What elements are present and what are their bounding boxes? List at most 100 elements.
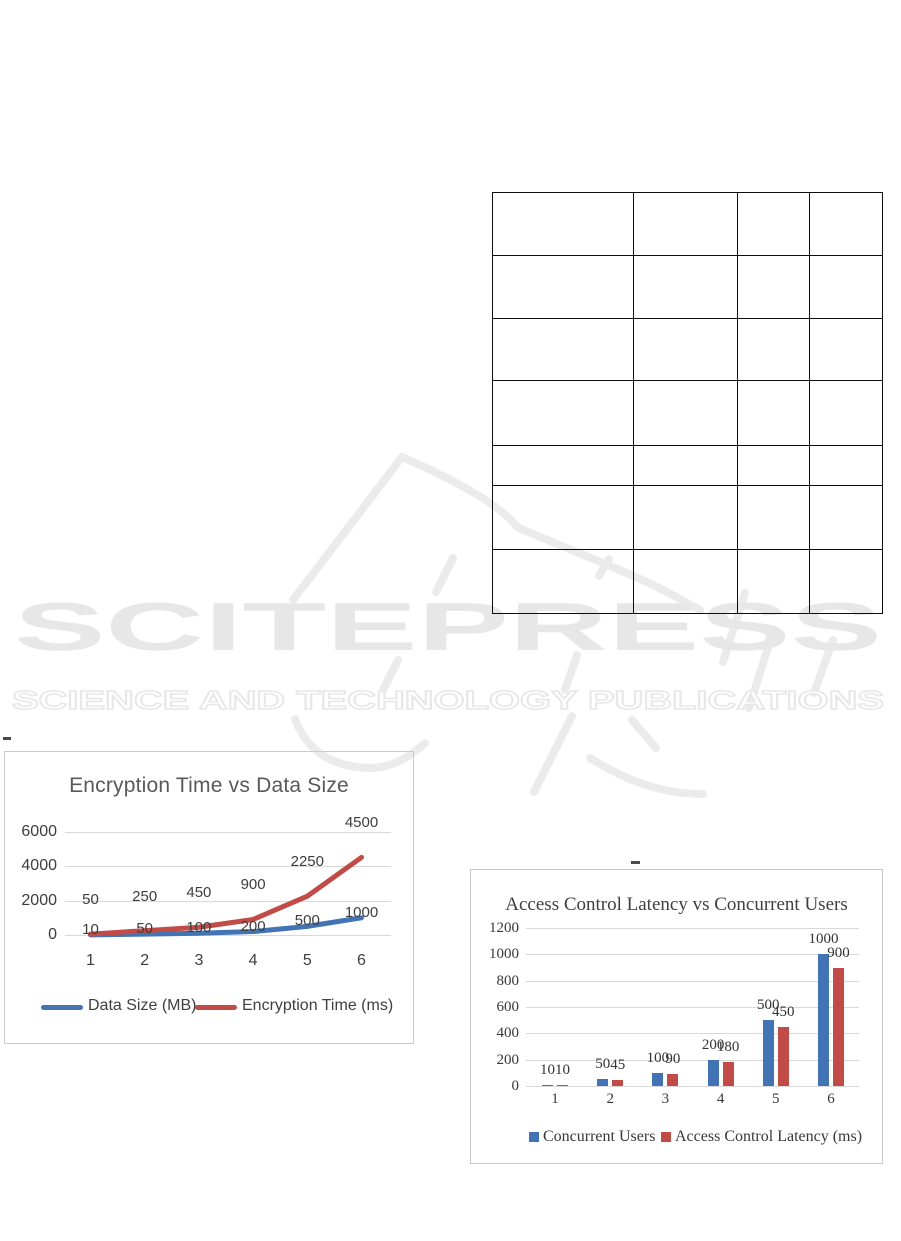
x-axis-label: 4 xyxy=(716,1091,725,1107)
table-cell xyxy=(493,381,634,446)
y-axis-label: 4000 xyxy=(21,857,57,874)
y-axis-label: 400 xyxy=(496,1025,520,1042)
legend-swatch xyxy=(529,1132,539,1142)
table-cell xyxy=(634,256,738,319)
data-label: 500 xyxy=(294,912,320,930)
data-label: 10 xyxy=(82,920,99,938)
logo-stroke xyxy=(379,656,402,694)
bar xyxy=(762,1020,774,1086)
logo-stroke xyxy=(291,715,429,773)
stray-dash xyxy=(3,737,11,740)
table-cell xyxy=(810,550,883,614)
y-axis-label: 600 xyxy=(496,999,520,1015)
y-axis-label: 200 xyxy=(496,1051,520,1068)
table-cell xyxy=(810,193,883,256)
table-cell xyxy=(738,446,810,486)
data-label: 50 xyxy=(82,891,99,909)
gridline xyxy=(526,1007,859,1008)
bar xyxy=(707,1059,719,1086)
stray-dash xyxy=(631,861,640,864)
gridline xyxy=(65,831,391,833)
y-axis-label: 2000 xyxy=(21,891,57,909)
y-axis-label: 800 xyxy=(496,972,520,989)
series-line xyxy=(88,854,364,937)
table-cell xyxy=(810,319,883,381)
table-cell xyxy=(493,193,634,256)
y-axis-label: 1200 xyxy=(489,920,519,936)
bar xyxy=(818,954,829,1086)
table-cell xyxy=(634,550,738,614)
logo-stroke xyxy=(530,712,576,796)
table-cell xyxy=(810,381,883,446)
logo-stroke xyxy=(595,555,613,580)
table-cell xyxy=(738,193,810,256)
table-cell xyxy=(738,486,810,550)
logo-stroke xyxy=(719,589,749,666)
bar xyxy=(777,1026,789,1086)
scitepress-logo-shape xyxy=(289,453,837,798)
series-line xyxy=(88,915,364,938)
data-label: 4500 xyxy=(344,814,379,832)
table-cell xyxy=(493,446,634,486)
bar xyxy=(652,1072,664,1086)
bar xyxy=(722,1062,734,1086)
data-label: 100 xyxy=(186,919,212,937)
line-series-canvas xyxy=(88,854,364,938)
table-cell xyxy=(493,319,634,381)
bar xyxy=(667,1074,679,1086)
x-axis-label: 2 xyxy=(140,952,150,969)
gridline xyxy=(526,1033,859,1035)
bar xyxy=(557,1084,568,1086)
table-cell xyxy=(634,446,738,486)
table-cell xyxy=(738,381,810,446)
data-label: 50 xyxy=(136,920,154,938)
x-axis-label: 3 xyxy=(194,952,204,969)
x-axis-label: 6 xyxy=(827,1091,835,1107)
x-axis-label: 4 xyxy=(248,952,258,969)
table-cell xyxy=(634,193,738,256)
watermark-subtitle-svg: SCIENCE AND TECHNOLOGY PUBLICATIONS xyxy=(11,684,884,715)
logo-stroke xyxy=(289,453,406,604)
chart-title: Encryption Time vs Data Size xyxy=(69,774,349,797)
y-axis-label: 6000 xyxy=(21,822,57,840)
gridline xyxy=(526,1059,859,1061)
encryption-chart: Encryption Time vs Data Size 0 2000 4000 60… xyxy=(4,751,414,1044)
gridline xyxy=(526,1086,859,1087)
logo-stroke xyxy=(628,716,660,752)
data-label: 200 xyxy=(701,1036,725,1053)
x-axis-label: 5 xyxy=(772,1091,780,1107)
table-cell xyxy=(738,319,810,381)
bar xyxy=(833,967,844,1086)
data-label: 200 xyxy=(240,917,266,935)
chart-title: Access Control Latency vs Concurrent Use… xyxy=(505,894,848,915)
table-cell xyxy=(634,381,738,446)
latency-chart: Access Control Latency vs Concurrent Use… xyxy=(470,869,883,1164)
gridline xyxy=(526,980,859,982)
bar xyxy=(597,1079,609,1086)
legend-label: Encryption Time (ms) xyxy=(242,997,394,1014)
legend-label: Concurrent Users xyxy=(543,1128,656,1145)
x-axis-label: 2 xyxy=(606,1091,614,1107)
x-axis-label: 6 xyxy=(357,952,366,969)
gridline xyxy=(65,866,391,867)
legend-label: Access Control Latency (ms) xyxy=(675,1128,863,1145)
empty-table xyxy=(492,192,883,614)
logo-stroke xyxy=(432,554,457,596)
table-cell xyxy=(493,486,634,550)
table-cell xyxy=(810,256,883,319)
bar xyxy=(542,1084,553,1086)
logo-stroke xyxy=(561,651,581,694)
data-label: 2250 xyxy=(290,853,324,871)
legend-swatch xyxy=(195,1005,237,1010)
legend-label: Data Size (MB) xyxy=(88,997,197,1014)
data-label: 90 xyxy=(665,1051,681,1068)
data-label: 500 xyxy=(757,997,780,1014)
data-label: 10 xyxy=(555,1061,570,1078)
data-label: 45 xyxy=(610,1057,626,1074)
legend-swatch xyxy=(41,1005,83,1010)
watermark-subtitle: SCIENCE AND TECHNOLOGY PUBLICATIONS xyxy=(12,685,884,715)
logo-stroke xyxy=(398,453,521,531)
x-axis-label: 1 xyxy=(86,952,95,969)
